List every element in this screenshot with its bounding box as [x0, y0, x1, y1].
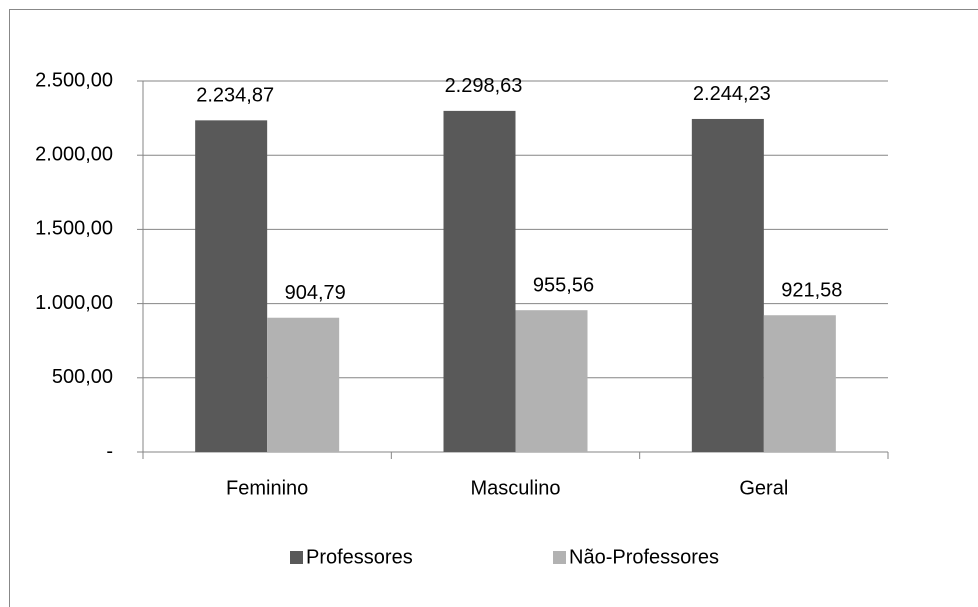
- bar: [515, 310, 588, 452]
- data-label: 955,56: [533, 274, 594, 296]
- legend-label: Professores: [306, 546, 413, 568]
- bar: [267, 317, 340, 452]
- y-tick-label: -: [106, 440, 113, 462]
- x-tick-label: Masculino: [470, 477, 560, 499]
- data-label: 2.234,87: [196, 85, 274, 107]
- y-tick-label: 1.000,00: [35, 292, 113, 314]
- bar: [691, 118, 764, 452]
- bar: [195, 120, 268, 453]
- data-label: 921,58: [781, 280, 842, 302]
- legend-label: Não-Professores: [569, 546, 719, 568]
- x-tick-label: Feminino: [226, 477, 308, 499]
- data-label: 904,79: [285, 282, 346, 304]
- x-tick-label: Geral: [739, 477, 788, 499]
- bar: [443, 110, 516, 453]
- legend-swatch: [290, 551, 303, 564]
- legend-swatch: [553, 551, 566, 564]
- y-tick-label: 1.500,00: [35, 218, 113, 240]
- bar: [763, 315, 836, 452]
- data-label: 2.244,23: [693, 83, 771, 105]
- data-label: 2.298,63: [445, 75, 523, 97]
- y-tick-label: 2.500,00: [35, 69, 113, 91]
- y-tick-label: 500,00: [52, 366, 113, 388]
- y-tick-label: 2.000,00: [35, 143, 113, 165]
